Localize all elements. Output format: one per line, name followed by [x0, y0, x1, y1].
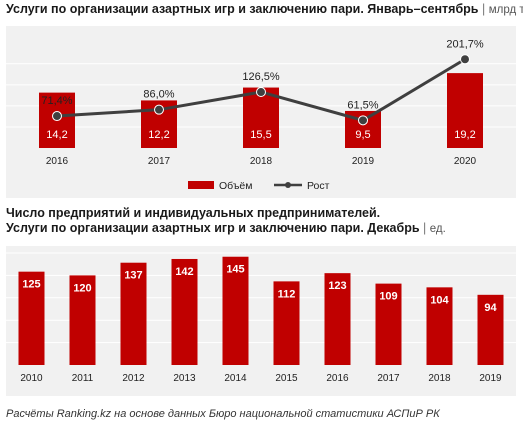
growth-point	[460, 54, 470, 65]
growth-value-label: 71,4%	[41, 95, 72, 107]
bar-value-label: 123	[328, 280, 346, 292]
bar-value-label: 137	[124, 270, 142, 282]
legend-bar-swatch	[188, 181, 214, 189]
bar	[477, 294, 504, 365]
bar-value-label: 94	[484, 302, 497, 314]
bottom-chart: 125 2010 120 2011 137 2012 142 2013 145 2014 112 20…	[6, 252, 516, 384]
bar	[243, 87, 279, 148]
bar	[18, 271, 45, 365]
growth-value-label: 61,5%	[347, 99, 378, 111]
legend-bar-label: Объём	[219, 180, 252, 192]
top-chart-panel: 14,2 2016 12,2 2017 15,5 2018 9,5 2019 19,2 2020 7…	[6, 26, 516, 198]
x-tick-label: 2019	[352, 156, 375, 167]
x-tick-label: 2017	[148, 156, 171, 167]
x-tick-label: 2016	[46, 156, 69, 167]
bar	[222, 256, 249, 365]
x-tick-label: 2016	[326, 373, 349, 384]
bar	[171, 258, 198, 365]
legend-line-marker	[285, 182, 291, 188]
bottom-chart-separator: |	[423, 221, 427, 235]
x-tick-label: 2020	[454, 156, 477, 167]
bar-value-label: 104	[430, 294, 449, 306]
bottom-chart-title-line2-row: Услуги по организации азартных игр и зак…	[6, 221, 446, 237]
bar	[273, 281, 300, 365]
source-note: Расчёты Ranking.kz на основе данных Бюро…	[6, 408, 440, 420]
x-tick-label: 2019	[479, 373, 502, 384]
bar-value-label: 125	[22, 279, 40, 291]
bottom-chart-unit: ед.	[429, 223, 446, 235]
x-tick-label: 2018	[428, 373, 451, 384]
growth-point	[256, 87, 266, 98]
x-tick-label: 2011	[72, 373, 94, 384]
bar	[69, 275, 96, 365]
x-tick-label: 2012	[122, 373, 145, 384]
bar-value-label: 120	[73, 282, 91, 294]
x-tick-label: 2017	[377, 373, 400, 384]
x-tick-label: 2013	[173, 373, 196, 384]
bar-value-label: 9,5	[355, 129, 370, 141]
growth-value-label: 126,5%	[242, 71, 280, 83]
growth-point	[358, 115, 368, 126]
growth-point	[52, 111, 62, 122]
bottom-chart-panel: 125 2010 120 2011 137 2012 142 2013 145 2014 112 20…	[6, 246, 516, 396]
bar	[120, 262, 147, 365]
growth-value-label: 201,7%	[446, 38, 484, 50]
bar-value-label: 112	[278, 288, 296, 300]
bottom-chart-title-line2: Услуги по организации азартных игр и зак…	[6, 221, 420, 235]
bottom-chart-title: Число предприятий и индивидуальных предп…	[6, 206, 446, 237]
bar-value-label: 142	[175, 266, 193, 278]
growth-value-label: 86,0%	[143, 89, 174, 101]
bar-value-label: 109	[379, 291, 397, 303]
top-chart-title-text: Услуги по организации азартных игр и зак…	[6, 2, 479, 16]
x-tick-label: 2010	[20, 373, 43, 384]
bottom-chart-title-line1: Число предприятий и индивидуальных предп…	[6, 206, 381, 220]
top-chart-title: Услуги по организации азартных игр и зак…	[6, 2, 523, 18]
bar-value-label: 15,5	[250, 129, 271, 141]
bar	[447, 73, 483, 148]
bar	[375, 283, 402, 365]
bar-value-label: 19,2	[454, 129, 475, 141]
bar-value-label: 12,2	[148, 129, 169, 141]
top-chart: 14,2 2016 12,2 2017 15,5 2018 9,5 2019 19,2 2020 7…	[6, 38, 516, 192]
x-tick-label: 2018	[250, 156, 273, 167]
top-chart-separator: |	[481, 2, 486, 16]
bar	[324, 273, 351, 365]
growth-point	[154, 104, 164, 115]
x-tick-label: 2015	[275, 373, 298, 384]
bar	[426, 287, 453, 365]
bar-value-label: 145	[226, 264, 244, 276]
legend-line-label: Рост	[307, 180, 330, 192]
x-tick-label: 2014	[224, 373, 247, 384]
bar-value-label: 14,2	[46, 129, 67, 141]
top-chart-unit: млрд тг	[488, 4, 523, 16]
